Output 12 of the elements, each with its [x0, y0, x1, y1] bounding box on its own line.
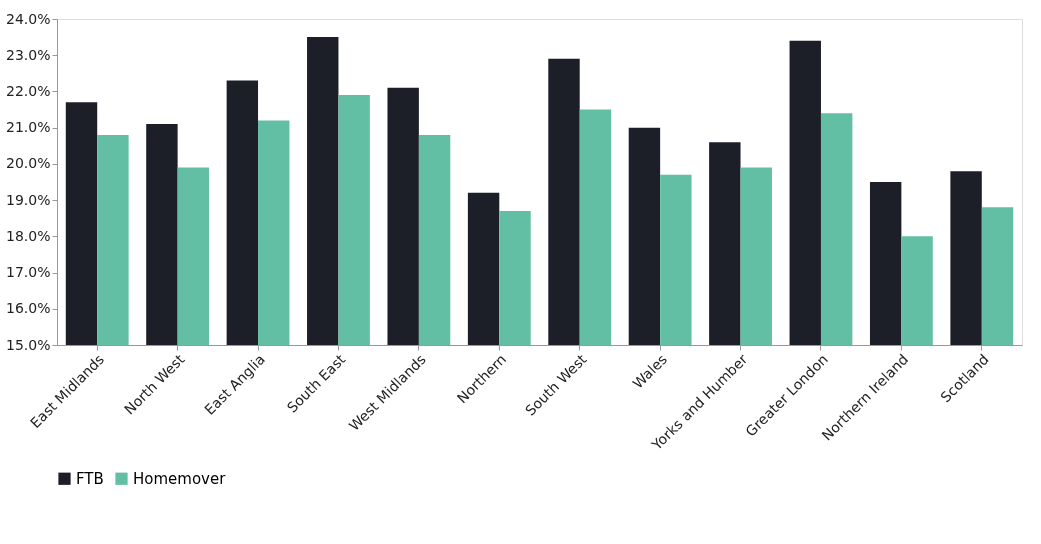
y-tick-label: 17.0%	[6, 264, 51, 281]
y-tick-label: 22.0%	[6, 82, 51, 99]
legend-label: Homemover	[133, 469, 227, 488]
y-tick-label: 19.0%	[6, 191, 51, 208]
y-tick-label: 24.0%	[6, 10, 51, 27]
y-tick-label: 16.0%	[6, 300, 51, 317]
y-tick-label: 15.0%	[6, 336, 51, 353]
y-tick-label: 21.0%	[6, 119, 51, 136]
y-tick-label: 18.0%	[6, 227, 51, 244]
y-tick-label: 20.0%	[6, 155, 51, 172]
legend-label: FTB	[76, 469, 104, 488]
y-tick-label: 23.0%	[6, 46, 51, 63]
